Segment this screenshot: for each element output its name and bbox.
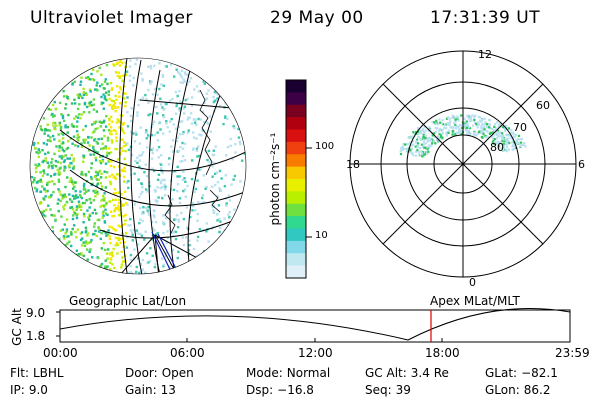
timeline-right-title: Apex MLat/MLT [430, 294, 520, 308]
colorbar-swatch [286, 92, 306, 106]
polar-lat-80: 80 [490, 141, 504, 154]
timeline-x-tick-2359: 23:59 [555, 346, 590, 360]
timeline-left-title: Geographic Lat/Lon [69, 294, 187, 308]
altitude-timeline [56, 308, 571, 343]
polar-label-12: 12 [478, 48, 492, 61]
polar-label-6: 6 [578, 158, 585, 171]
info-glat: GLat: −82.1 [485, 366, 558, 380]
colorbar-swatch [286, 216, 306, 230]
polar-plot [349, 50, 577, 278]
polar-lat-70: 70 [513, 121, 527, 134]
observation-date: 29 May 00 [270, 8, 364, 28]
colorbar-swatch [286, 240, 306, 254]
colorbar-swatch [286, 80, 306, 93]
colorbar-swatch [286, 228, 306, 242]
info-ip: IP: 9.0 [10, 383, 48, 397]
timeline-x-tick-0000: 00:00 [43, 346, 78, 360]
timeline-x-tick-1200: 12:00 [298, 346, 333, 360]
earth-image [29, 57, 247, 275]
info-door: Door: Open [125, 366, 194, 380]
colorbar-swatch [286, 166, 306, 180]
timeline-y-axis-label: GC Alt [10, 308, 24, 346]
colorbar-tick-10: 10 [315, 230, 328, 241]
colorbar-swatch [286, 154, 306, 168]
colorbar-swatch [286, 117, 306, 131]
info-glon: GLon: 86.2 [485, 383, 551, 397]
colorbar-unit-label: photon cm⁻²s⁻¹ [268, 132, 282, 226]
colorbar-tick-100: 100 [315, 141, 335, 152]
timeline-y-tick-1-8: 1.8 [26, 329, 46, 343]
colorbar-swatch [286, 179, 306, 192]
colorbar-swatch [286, 191, 306, 205]
info-seq: Seq: 39 [365, 383, 411, 397]
colorbar-swatch [286, 203, 306, 217]
colorbar-swatch [286, 129, 306, 143]
info-gain: Gain: 13 [125, 383, 176, 397]
timeline-x-tick-1800: 18:00 [425, 346, 460, 360]
info-filter: Flt: LBHL [10, 366, 64, 380]
timeline-x-tick-0600: 06:00 [170, 346, 205, 360]
colorbar-swatch [286, 104, 306, 118]
polar-label-0: 0 [469, 276, 476, 289]
info-mode: Mode: Normal [246, 366, 331, 380]
timeline-y-tick-9: 9.0 [26, 306, 46, 320]
polar-lat-60: 60 [536, 99, 550, 112]
instrument-title: Ultraviolet Imager [30, 8, 193, 28]
colorbar [285, 79, 312, 279]
colorbar-swatch [286, 253, 306, 267]
info-gc-alt: GC Alt: 3.4 Re [365, 366, 449, 380]
info-dsp: Dsp: −16.8 [246, 383, 314, 397]
observation-time: 17:31:39 UT [430, 8, 541, 28]
colorbar-swatch [286, 141, 306, 155]
polar-emission-pixels [399, 114, 527, 158]
colorbar-swatch [286, 265, 306, 279]
polar-label-18: 18 [346, 158, 360, 171]
